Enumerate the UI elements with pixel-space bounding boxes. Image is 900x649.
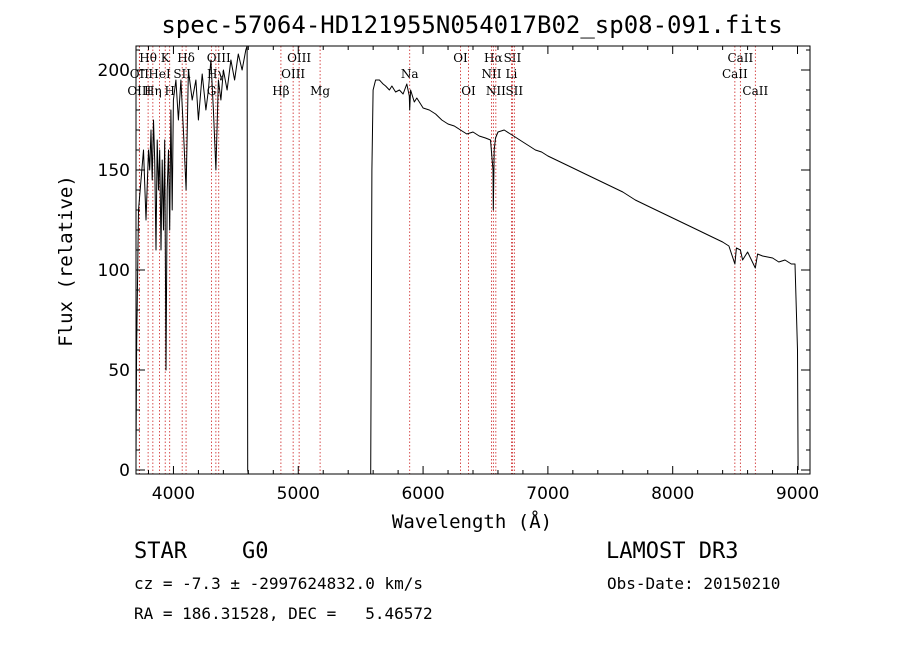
survey-name: LAMOST DR3	[606, 539, 739, 564]
y-tick-label: 0	[119, 461, 130, 481]
spectral-line-label: Hβ	[272, 84, 289, 98]
redshift-line: cz = -7.3 ± -2997624832.0 km/s	[134, 574, 423, 593]
x-tick-label: 4000	[152, 484, 195, 504]
y-tick-label: 50	[108, 361, 130, 381]
spectral-line-label: Hθ	[139, 51, 157, 65]
spectral-line-label: HeI	[148, 67, 171, 81]
x-axis-label: Wavelength (Å)	[392, 510, 552, 533]
spectral-line-label: G	[207, 84, 217, 98]
spectral-line-label: OIII	[127, 84, 151, 98]
spectral-line-label: Na	[401, 67, 419, 81]
spectral-line-label: NII	[481, 67, 501, 81]
x-tick-label: 5000	[277, 484, 320, 504]
spectral-line-label: OI	[461, 84, 476, 98]
spectral-line-label: OIII	[287, 51, 311, 65]
spectral-line-label: SII	[173, 67, 191, 81]
spectral-line-label: SII	[504, 51, 522, 65]
spectral-line-label: K	[161, 51, 171, 65]
spectral-line-label: CaII	[727, 51, 753, 65]
chart-title: spec-57064-HD121955N054017B02_sp08-091.f…	[161, 11, 782, 39]
x-tick-label: 8000	[651, 484, 694, 504]
spectral-line-label: Hα	[484, 51, 503, 65]
spectral-line-label: NII	[486, 84, 506, 98]
spectrum-series	[136, 46, 799, 474]
spectrum-line	[136, 46, 799, 474]
spectral-line-label: OI	[453, 51, 468, 65]
x-tick-label: 6000	[401, 484, 444, 504]
spectral-line-label: Hδ	[177, 51, 195, 65]
coordinates: RA = 186.31528, DEC = 5.46572	[134, 604, 433, 623]
spectral-line-label: OIII	[281, 67, 305, 81]
observation-date: Obs-Date: 20150210	[607, 574, 781, 593]
spectral-line-label: OIII	[207, 51, 231, 65]
spectral-line-label: CaII	[742, 84, 768, 98]
y-tick-label: 200	[98, 61, 130, 81]
x-tick-label: 9000	[776, 484, 819, 504]
spectral-line-label: Mg	[310, 84, 330, 98]
axis-ticks: 4000 5000 6000 7000 8000 9000 0 50 100 150 200	[98, 46, 819, 504]
x-tick-label: 7000	[526, 484, 569, 504]
spectral-line-label: CaII	[722, 67, 748, 81]
plot-frame	[135, 45, 811, 475]
y-axis-label: Flux (relative)	[55, 175, 77, 347]
y-tick-label: 150	[98, 161, 130, 181]
spectral-line-label: H	[164, 84, 174, 98]
object-class: STAR	[134, 539, 187, 564]
spectral-line-label: Hη	[144, 84, 162, 98]
y-tick-label: 100	[98, 261, 130, 281]
object-subclass: G0	[242, 539, 269, 564]
spectral-line-label: Li	[506, 67, 518, 81]
spectral-line-label: SII	[505, 84, 523, 98]
